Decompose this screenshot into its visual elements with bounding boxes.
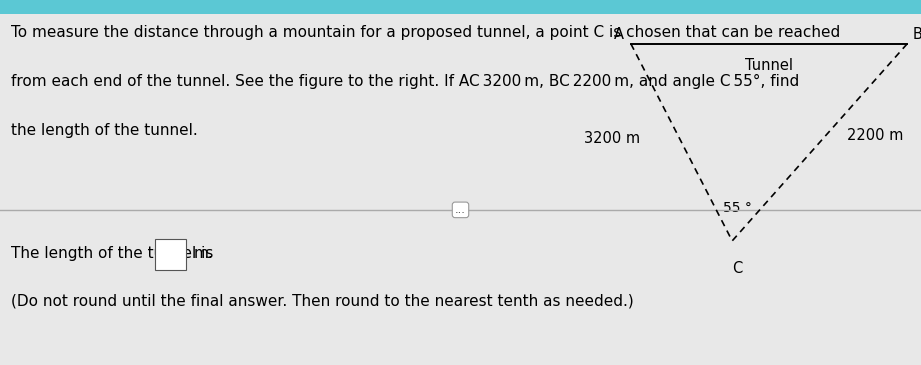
Text: m.: m.	[193, 246, 213, 261]
Text: ...: ...	[455, 205, 466, 215]
Text: (Do not round until the final answer. Then round to the nearest tenth as needed.: (Do not round until the final answer. Th…	[11, 293, 634, 309]
Text: 3200 m: 3200 m	[584, 131, 640, 146]
Text: The length of the tunnel is: The length of the tunnel is	[11, 246, 214, 261]
Text: 2200 m: 2200 m	[847, 127, 904, 143]
FancyBboxPatch shape	[155, 239, 186, 270]
Text: To measure the distance through a mountain for a proposed tunnel, a point C is c: To measure the distance through a mounta…	[11, 25, 840, 40]
Text: 55 °: 55 °	[723, 201, 752, 215]
Text: from each end of the tunnel. See the figure to the right. If AC 3200 m, BC 2200 : from each end of the tunnel. See the fig…	[11, 74, 799, 89]
Text: C: C	[731, 261, 742, 276]
Text: the length of the tunnel.: the length of the tunnel.	[11, 123, 198, 138]
Text: A: A	[613, 27, 624, 42]
Bar	[0, 0, 921, 14]
Text: B: B	[913, 27, 921, 42]
Text: Tunnel: Tunnel	[745, 58, 793, 73]
